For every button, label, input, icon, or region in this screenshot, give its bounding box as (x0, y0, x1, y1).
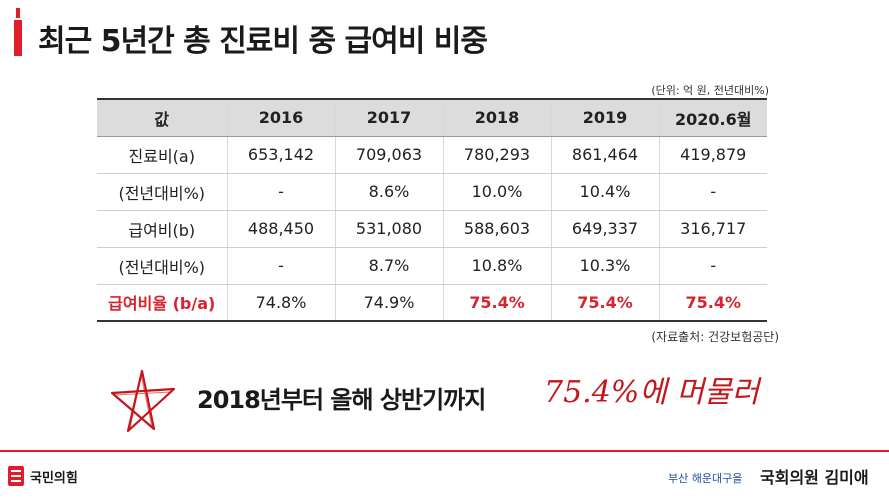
unit-note: (단위: 억 원, 전년대비%) (651, 84, 769, 97)
table-cell: 8.6% (334, 173, 443, 211)
page-title: 최근 5년간 총 진료비 중 급여비 비중 (38, 24, 488, 59)
row-label: 급여비(b) (97, 210, 227, 248)
table-header-row: 값 2016 2017 2018 2019 2020.6월 (97, 98, 767, 137)
table-cell-highlight: 75.4% (550, 284, 659, 322)
data-table: 값 2016 2017 2018 2019 2020.6월 진료비(a) 653… (97, 98, 767, 322)
table-cell: 8.7% (334, 247, 443, 285)
footer-party-name: 국민의힘 (30, 471, 78, 486)
headline-text: 2018년부터 올해 상반기까지 (197, 386, 486, 414)
party-logo-icon (8, 466, 24, 486)
table-cell: 780,293 (442, 136, 551, 174)
table-row: (전년대비%) - 8.7% 10.8% 10.3% - (97, 247, 767, 285)
table-cell: - (658, 173, 767, 211)
table-header-cell: 값 (97, 98, 227, 137)
table-cell: 74.8% (226, 284, 335, 322)
table-cell-highlight: 75.4% (658, 284, 767, 322)
table-cell: 588,603 (442, 210, 551, 248)
row-label: 급여비율 (b/a) (97, 284, 227, 322)
row-label: 진료비(a) (97, 136, 227, 174)
table-cell: - (226, 173, 335, 211)
table-cell: - (226, 247, 335, 285)
table-cell: 10.0% (442, 173, 551, 211)
table-cell: 649,337 (550, 210, 659, 248)
table-cell: - (658, 247, 767, 285)
table-row-ratio: 급여비율 (b/a) 74.8% 74.9% 75.4% 75.4% 75.4% (97, 284, 767, 322)
table-row: 급여비(b) 488,450 531,080 588,603 649,337 3… (97, 210, 767, 248)
table-cell: 861,464 (550, 136, 659, 174)
table-cell: 653,142 (226, 136, 335, 174)
handwritten-note-text: 75.4%에 머물러 (544, 375, 762, 410)
table-row: (전년대비%) - 8.6% 10.0% 10.4% - (97, 173, 767, 211)
table-header-cell: 2020.6월 (658, 98, 767, 137)
table-cell: 316,717 (658, 210, 767, 248)
table-header-cell: 2019 (550, 98, 659, 137)
table-cell: 488,450 (226, 210, 335, 248)
table-header-cell: 2017 (334, 98, 443, 137)
footer-divider (0, 450, 889, 452)
table-header-cell: 2018 (442, 98, 551, 137)
table-cell-highlight: 75.4% (442, 284, 551, 322)
table-row: 진료비(a) 653,142 709,063 780,293 861,464 4… (97, 136, 767, 174)
table-header-cell: 2016 (226, 98, 335, 137)
star-icon (110, 369, 176, 433)
table-cell: 531,080 (334, 210, 443, 248)
table-cell: 74.9% (334, 284, 443, 322)
table-cell: 10.8% (442, 247, 551, 285)
table-cell: 10.3% (550, 247, 659, 285)
row-label: (전년대비%) (97, 173, 227, 211)
table-cell: 709,063 (334, 136, 443, 174)
table-cell: 10.4% (550, 173, 659, 211)
handwritten-note: 75.4%에 머물러 (544, 375, 762, 410)
row-label: (전년대비%) (97, 247, 227, 285)
footer-district: 부산 해운대구을 (668, 472, 743, 485)
footer-member-name: 국회의원 김미애 (760, 468, 869, 487)
title-accent-bar (14, 8, 22, 56)
source-note: (자료출처: 건강보험공단) (651, 330, 779, 344)
table-cell: 419,879 (658, 136, 767, 174)
